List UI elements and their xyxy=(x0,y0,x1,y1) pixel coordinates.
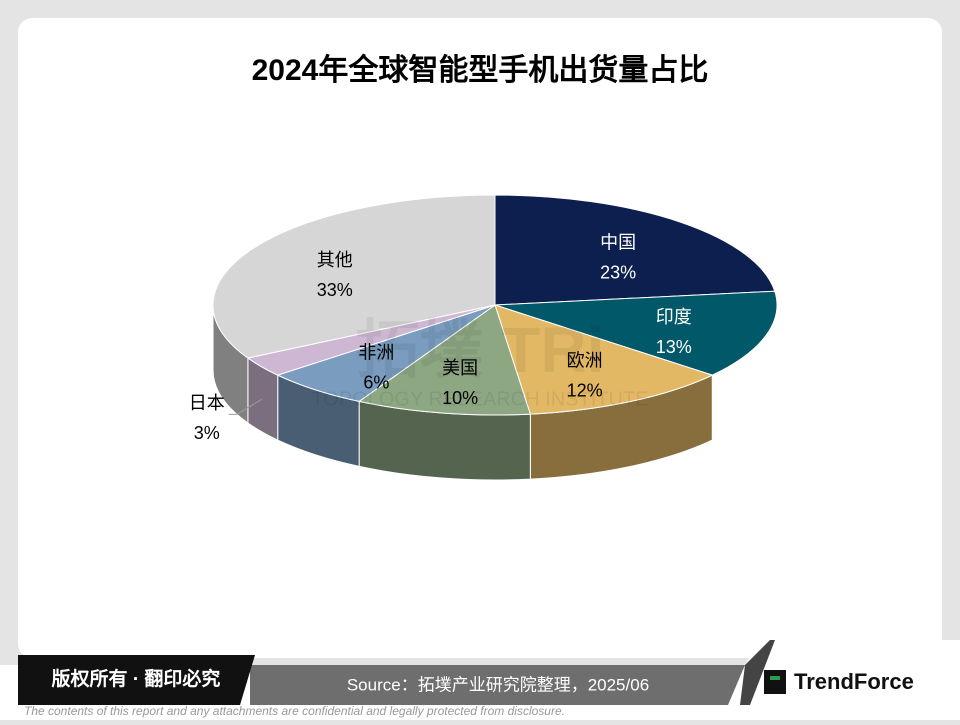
slice-category: 中国 xyxy=(600,232,636,252)
slice xyxy=(494,304,714,480)
copyright: 版权所有 · 翻印必究 xyxy=(52,667,221,690)
slice xyxy=(212,194,496,424)
slice-category: 日本 xyxy=(189,393,225,413)
disclaimer: The contents of this report and any atta… xyxy=(24,704,565,718)
source: Source：拓墣产业研究院整理，2025/06 xyxy=(347,675,649,694)
slice-value-label: 12% xyxy=(567,380,603,400)
copyright-box xyxy=(18,655,255,705)
slice-category: 欧洲 xyxy=(567,350,603,370)
slice-value-label: 13% xyxy=(656,337,692,357)
slice xyxy=(494,194,776,306)
slice xyxy=(276,304,496,468)
chart-title: 2024年全球智能型手机出货量占比 xyxy=(252,53,709,87)
divider xyxy=(740,640,775,705)
watermark-name: TOPOLOGY RESEARCH INSTITUTE xyxy=(311,388,648,410)
slice-top xyxy=(494,194,776,306)
brand-icon xyxy=(764,670,786,694)
watermark-logo: 拓墣 TRi xyxy=(356,314,605,386)
slice-category: 美国 xyxy=(442,358,478,378)
source-bar xyxy=(250,665,745,705)
slice-top xyxy=(494,290,778,376)
slice-category: 非洲 xyxy=(358,343,394,363)
slice-value-label: 6% xyxy=(363,373,389,393)
slice-value-label: 10% xyxy=(442,388,478,408)
leader-line xyxy=(228,398,263,415)
slice-value-label: 33% xyxy=(317,280,353,300)
slice-category: 印度 xyxy=(656,307,692,327)
slice-top xyxy=(357,304,532,416)
slice-top xyxy=(494,304,714,415)
slice-category: 其他 xyxy=(317,250,353,270)
brand: TrendForce xyxy=(794,669,914,694)
pie: 中国 23% 印度 13% 欧洲 12% 美国 10% 非洲 6% 日本 3% 其他 33% xyxy=(189,194,778,481)
slice-top xyxy=(212,194,496,359)
brand-icon-accent xyxy=(770,676,780,680)
slice-value-label: 23% xyxy=(600,262,636,282)
slice-value-label: 3% xyxy=(194,423,220,443)
slice xyxy=(494,290,778,376)
slice xyxy=(357,304,532,481)
